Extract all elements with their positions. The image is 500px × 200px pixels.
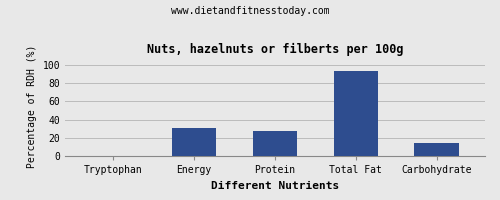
X-axis label: Different Nutrients: Different Nutrients <box>211 181 339 191</box>
Bar <box>334 71 378 156</box>
Title: Nuts, hazelnuts or filberts per 100g: Nuts, hazelnuts or filberts per 100g <box>147 43 403 56</box>
Bar <box>414 143 459 156</box>
Y-axis label: Percentage of RDH (%): Percentage of RDH (%) <box>27 44 37 168</box>
Text: www.dietandfitnesstoday.com: www.dietandfitnesstoday.com <box>170 6 330 16</box>
Bar <box>253 131 297 156</box>
Bar <box>172 128 216 156</box>
